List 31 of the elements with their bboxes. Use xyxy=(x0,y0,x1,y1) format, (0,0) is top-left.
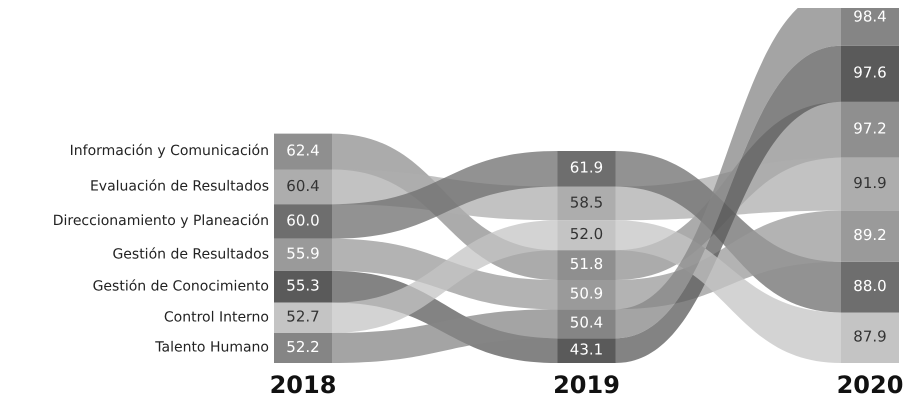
data-label: 60.0 xyxy=(286,211,320,230)
series-label: Talento Humano xyxy=(154,340,269,356)
category-label: 2019 xyxy=(553,370,620,399)
series-label: Información y Comunicación xyxy=(70,143,269,160)
data-label: 60.4 xyxy=(286,176,320,195)
data-label: 50.4 xyxy=(570,314,604,332)
data-label: 88.0 xyxy=(853,277,887,296)
data-label: 52.7 xyxy=(286,308,320,326)
data-label: 98.4 xyxy=(853,7,887,26)
data-label: 58.5 xyxy=(570,193,604,212)
data-label: 43.1 xyxy=(570,340,604,358)
series-label: Control Interno xyxy=(164,309,269,326)
data-label: 97.6 xyxy=(853,64,887,82)
data-label: 55.3 xyxy=(286,276,320,295)
data-label: 97.2 xyxy=(853,120,887,138)
data-label: 87.9 xyxy=(853,328,887,346)
series-label: Direccionamiento y Planeación xyxy=(52,213,269,230)
data-label: 50.9 xyxy=(570,284,604,302)
data-label: 51.8 xyxy=(570,254,604,273)
series-label: Gestión de Resultados xyxy=(112,246,269,262)
data-label: 52.0 xyxy=(570,225,604,244)
category-label: 2018 xyxy=(270,370,336,399)
category-label: 2020 xyxy=(836,370,904,399)
data-label: 61.9 xyxy=(570,158,604,177)
series-label: Evaluación de Resultados xyxy=(90,178,269,195)
data-label: 52.2 xyxy=(286,338,320,356)
series-label: Gestión de Conocimiento xyxy=(92,278,269,294)
data-label: 89.2 xyxy=(853,226,887,244)
data-label: 55.9 xyxy=(286,244,320,263)
data-label: 91.9 xyxy=(853,174,887,192)
data-label: 62.4 xyxy=(286,141,320,160)
